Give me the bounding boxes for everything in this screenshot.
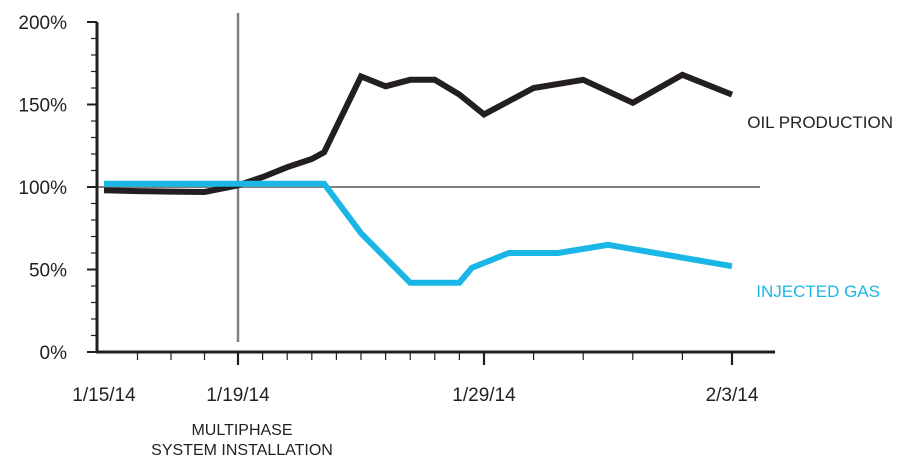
x-tick-label: 2/3/14 xyxy=(706,385,759,406)
series-line-injected-gas xyxy=(104,180,733,286)
y-tick-label: 100% xyxy=(18,178,67,199)
series-label-oil-production: OIL PRODUCTION xyxy=(747,113,893,132)
y-tick-label: 50% xyxy=(29,261,67,282)
x-tick-label: 1/29/14 xyxy=(452,385,516,406)
series-label-injected-gas: INJECTED GAS xyxy=(756,282,880,301)
y-tick-label: 150% xyxy=(18,96,67,117)
event-annotation-line-2: SYSTEM INSTALLATION xyxy=(151,442,333,459)
event-annotation-line-1: MULTIPHASE xyxy=(191,422,292,439)
x-tick-label: 1/19/14 xyxy=(206,385,270,406)
y-tick-label: 0% xyxy=(40,343,68,364)
x-tick-label: 1/15/14 xyxy=(72,385,136,406)
series-line-oil-production xyxy=(103,71,734,196)
y-tick-label: 200% xyxy=(18,13,67,34)
